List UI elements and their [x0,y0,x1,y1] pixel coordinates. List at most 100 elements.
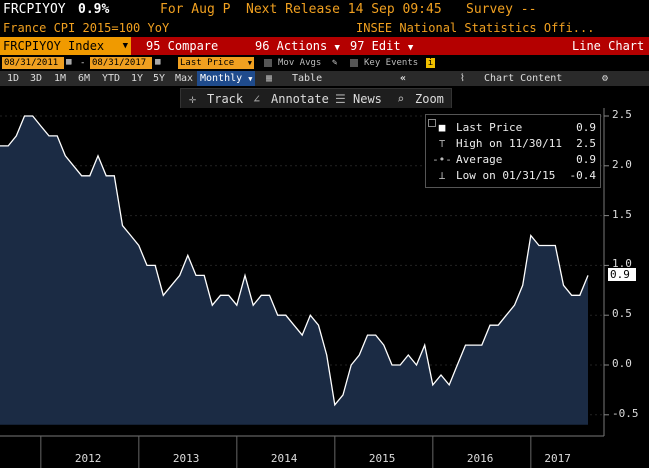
data-point [56,135,58,137]
actions-label: 96 Actions [255,39,328,53]
data-point [350,364,352,366]
range-button-6m[interactable]: 6M [78,73,91,84]
chevron-down-icon: ▼ [122,41,128,51]
chart-content-icon[interactable]: ⌇ [460,73,465,84]
data-point [513,304,515,306]
data-point [497,324,499,326]
pencil-icon[interactable]: ✎ [332,58,338,68]
data-point [97,155,99,157]
data-point [195,274,197,276]
data-point [415,364,417,366]
data-point [423,344,425,346]
edit-button[interactable]: 97 Edit ▼ [350,37,413,55]
info-icon[interactable]: i [426,58,435,68]
news-button[interactable]: News [353,92,382,106]
legend-item-average[interactable]: -•- Average 0.9 [426,152,600,167]
header-bar: FRCPIYOY 0.9% For Aug P Next Release 14 … [0,0,649,20]
annotate-button[interactable]: Annotate [271,92,329,106]
security-label: FRCPIYOY Index [3,39,105,53]
high-marker-icon: ⊤ [438,137,446,150]
gear-icon[interactable]: ⚙ [602,73,609,84]
calendar-icon[interactable]: ▦ [66,57,72,67]
data-point [472,344,474,346]
key-events-label: Key Events [364,58,419,68]
y-tick-label: 1.0 [612,257,632,271]
legend-value: 0.9 [576,121,596,134]
track-button[interactable]: Track [207,92,244,106]
range-button-3d[interactable]: 3D [30,73,43,84]
zoom-button[interactable]: Zoom [415,92,444,106]
end-date-input[interactable]: 08/31/2017 [90,57,152,69]
y-tick-label: -0.5 [612,406,639,420]
range-button-5y[interactable]: 5Y [153,73,166,84]
data-point [587,274,589,276]
security-field[interactable]: FRCPIYOY Index ▼ [0,37,131,55]
chevron-down-icon: ▼ [247,59,252,67]
compare-label: 95 Compare [146,39,219,53]
table-icon[interactable]: ▦ [266,73,273,84]
data-point [285,314,287,316]
news-icon: ☰ [335,92,346,106]
legend-item-high[interactable]: ⊤ High on 11/30/11 2.5 [426,136,600,151]
data-point [15,135,17,137]
data-point [391,364,393,366]
data-source: INSEE National Statistics Offi... [356,21,595,35]
data-point [178,274,180,276]
last-value-badge: 0.9 [608,268,636,281]
data-point [334,404,336,406]
data-point [203,274,205,276]
collapse-icon[interactable]: « [400,73,407,84]
data-point [464,344,466,346]
field-select[interactable]: Last Price ▼ [178,57,254,69]
range-bar: 1D 3D 1M 6M YTD 1Y 5Y Max Monthly ▼ ▦ Ta… [0,71,649,86]
data-point [252,304,254,306]
legend-toggle-icon[interactable] [428,119,436,127]
start-date-input[interactable]: 08/31/2011 [2,57,64,69]
period-select[interactable]: Monthly ▼ [197,71,256,86]
chevron-down-icon: ▼ [407,43,414,53]
actions-button[interactable]: 96 Actions ▼ [255,37,340,55]
range-button-1y[interactable]: 1Y [131,73,144,84]
range-button-1m[interactable]: 1M [54,73,67,84]
range-button-max[interactable]: Max [175,73,194,84]
calendar-icon[interactable]: ▦ [155,57,161,67]
chart-type-button[interactable]: Line Chart [572,37,644,55]
data-point [366,334,368,336]
data-point [72,165,74,167]
chart-type-label: Line Chart [572,39,645,53]
data-point [154,264,156,266]
data-point [399,364,401,366]
chart-content-button[interactable]: Chart Content [484,73,563,84]
chevron-down-icon: ▼ [334,43,340,53]
mov-avgs-checkbox[interactable] [264,59,272,67]
line-chart[interactable] [0,108,649,468]
next-release: Next Release 14 Sep 09:45 [246,2,442,17]
ticker-symbol: FRCPIYOY [3,2,66,17]
compare-button[interactable]: 95 Compare [146,37,218,55]
data-point [521,284,523,286]
data-point [227,294,229,296]
data-point [113,175,115,177]
legend-item-last-price[interactable]: ■ Last Price 0.9 [426,120,600,135]
data-point [374,334,376,336]
series-description: France CPI 2015=100 YoY [3,21,170,35]
y-tick-label: 0.0 [612,357,632,370]
date-separator: - [80,58,86,68]
data-point [236,304,238,306]
data-point [276,314,278,316]
table-button[interactable]: Table [292,73,323,84]
x-tick-label: 2014 [270,452,298,465]
area-fill [0,116,588,425]
data-point [448,384,450,386]
range-button-ytd[interactable]: YTD [102,73,121,84]
range-button-1d[interactable]: 1D [7,73,20,84]
legend-value: 0.9 [576,153,596,166]
data-point [383,344,385,346]
y-tick-label: 2.5 [612,108,632,121]
legend-item-low[interactable]: ⊥ Low on 01/31/15 -0.4 [426,168,600,183]
chart-toolbar: ✛ Track ∠ Annotate ☰ News ⌕ Zoom [180,88,452,108]
key-events-checkbox[interactable] [350,59,358,67]
subheader-bar: France CPI 2015=100 YoY INSEE National S… [0,20,649,36]
data-point [211,304,213,306]
series-line [0,115,589,407]
